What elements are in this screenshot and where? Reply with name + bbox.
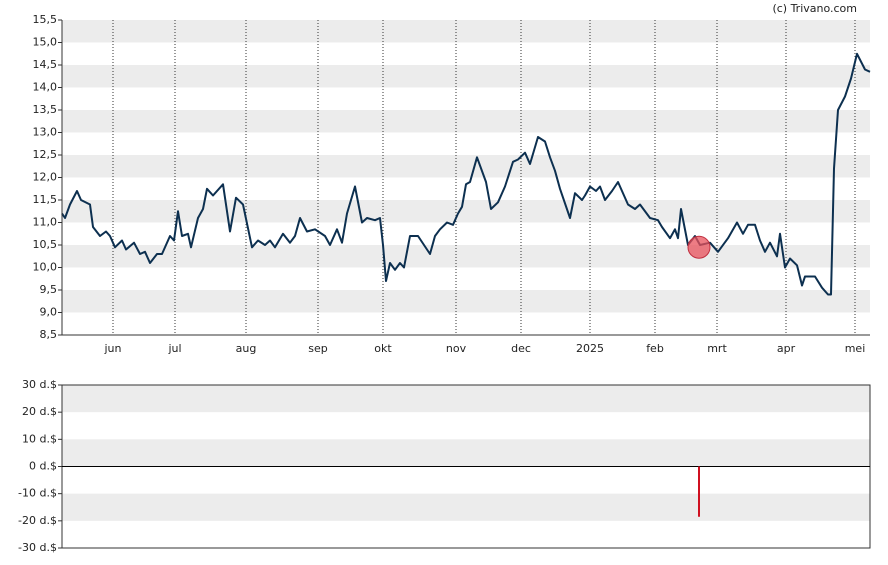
y-tick-label: -30 d.$: [18, 541, 57, 554]
y-tick-label: 15,0: [33, 36, 58, 49]
y-tick-label: 15,5: [33, 13, 58, 26]
x-tick-label: nov: [446, 342, 467, 355]
x-tick-label: dec: [511, 342, 531, 355]
band: [62, 439, 870, 467]
source: (c) Trivano.com: [772, 2, 857, 15]
y-tick-label: 14,0: [33, 81, 58, 94]
x-tick-label: okt: [374, 342, 392, 355]
x-tick-label: aug: [236, 342, 257, 355]
y-tick-label: -20 d.$: [18, 514, 57, 527]
x-tick-label: mei: [845, 342, 866, 355]
y-tick-label: 13,0: [33, 126, 58, 139]
y-tick-label: 9,0: [40, 306, 58, 319]
band: [62, 110, 870, 133]
band: [62, 200, 870, 223]
x-tick-label: mrt: [707, 342, 727, 355]
y-tick-label: 11,0: [33, 216, 58, 229]
y-tick-label: 30 d.$: [22, 378, 57, 391]
y-tick-label: 8,5: [40, 328, 58, 341]
band: [62, 155, 870, 178]
y-tick-label: 12,0: [33, 171, 58, 184]
highlight-marker: [687, 235, 711, 259]
x-tick-label: 2025: [576, 342, 604, 355]
band: [62, 385, 870, 413]
y-tick-label: 13,5: [33, 103, 58, 116]
y-tick-label: 9,5: [40, 283, 58, 296]
y-tick-label: 20 d.$: [22, 405, 57, 418]
x-tick-label: jul: [167, 342, 181, 355]
x-tick-label: jun: [104, 342, 122, 355]
band: [62, 20, 870, 43]
bar: [698, 466, 700, 517]
y-tick-label: 14,5: [33, 58, 58, 71]
band: [62, 493, 870, 521]
x-tick-label: apr: [777, 342, 796, 355]
price-line: [61, 52, 871, 296]
y-tick-label: 12,5: [33, 148, 58, 161]
y-tick-label: 10,5: [33, 238, 58, 251]
band: [62, 245, 870, 268]
y-tick-label: 0 d.$: [29, 460, 57, 473]
y-tick-label: 10,0: [33, 261, 58, 274]
y-tick-label: 11,5: [33, 193, 58, 206]
x-tick-label: feb: [646, 342, 664, 355]
x-tick-label: sep: [308, 342, 327, 355]
y-tick-label: 10 d.$: [22, 432, 57, 445]
y-tick-label: -10 d.$: [18, 487, 57, 500]
band: [62, 290, 870, 313]
band: [62, 65, 870, 88]
